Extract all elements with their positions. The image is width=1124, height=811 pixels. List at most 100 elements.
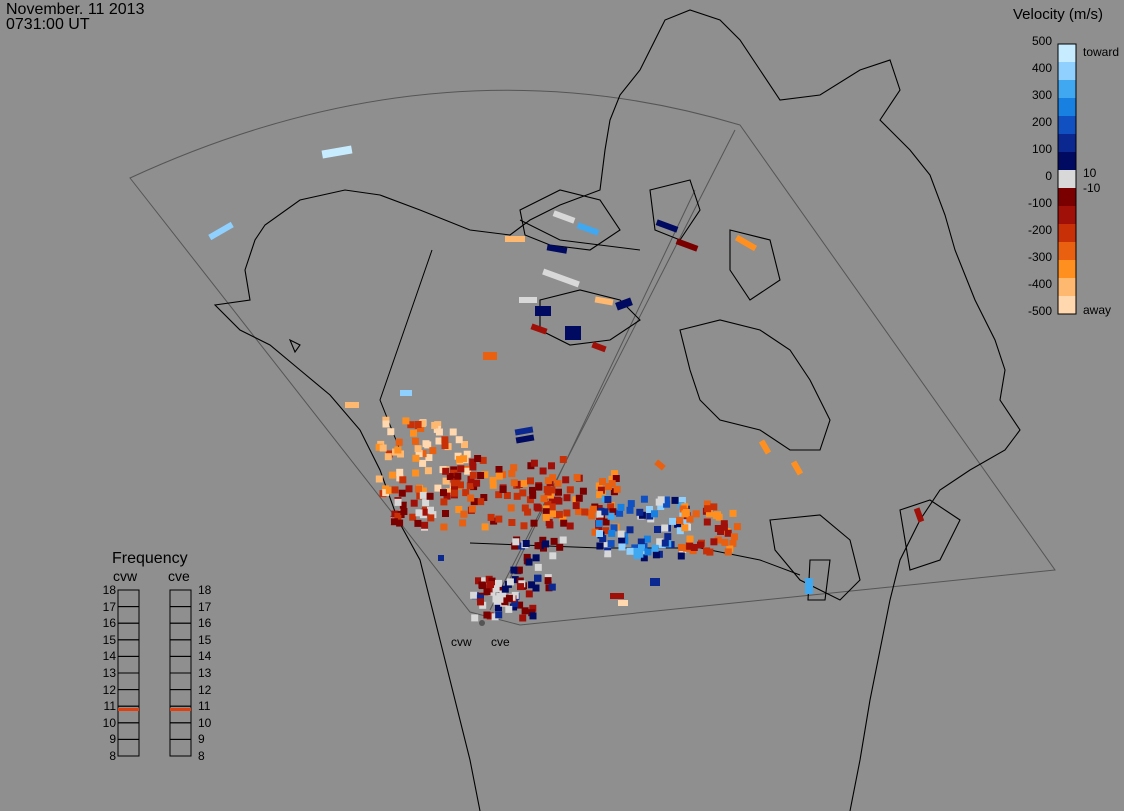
velocity-cell (517, 583, 524, 591)
velocity-cell (530, 459, 538, 467)
velocity-cell (599, 535, 607, 543)
velocity-cell (435, 428, 443, 436)
velocity-cell (400, 390, 412, 396)
velocity-cell (208, 221, 234, 241)
colorbar-swatch (1058, 188, 1076, 207)
frequency-cell (169, 622, 192, 641)
velocity-cell (534, 563, 542, 571)
velocity-cell (555, 488, 562, 496)
velocity-cell (426, 492, 434, 500)
velocity-cell (548, 486, 556, 494)
frequency-scale-label: 9 (109, 732, 116, 747)
velocity-cell (456, 455, 463, 463)
velocity-cell (611, 470, 618, 478)
velocity-cell (520, 522, 528, 530)
velocity-cell (434, 484, 442, 492)
velocity-cell (636, 508, 644, 516)
time-label: 0731:00 UT (6, 16, 90, 33)
velocity-cell (703, 547, 711, 555)
velocity-cell (474, 455, 482, 462)
velocity-cell (616, 509, 624, 517)
colorbar-away-label: away (1083, 303, 1112, 317)
velocity-cell (657, 496, 665, 504)
velocity-cell (442, 510, 449, 517)
coastlines (213, 9, 1021, 811)
frequency-cell (169, 738, 192, 757)
velocity-cell (375, 443, 383, 451)
field-of-view-outline (129, 89, 1056, 626)
frequency-cell (169, 689, 192, 707)
velocity-cell (441, 436, 449, 444)
radar-label-cve: cve (491, 635, 510, 649)
velocity-cell (529, 491, 537, 499)
velocity-cell (463, 450, 471, 458)
radar-site-cvw (479, 620, 485, 626)
colorbar-swatch (1058, 98, 1076, 117)
velocity-cell (510, 464, 518, 472)
velocity-cell (467, 494, 475, 502)
velocity-cell (565, 326, 581, 340)
velocity-cell (604, 483, 612, 490)
frequency-cell (117, 672, 140, 691)
velocity-cell (596, 510, 604, 518)
velocity-cell (390, 518, 398, 526)
frequency-cell (117, 722, 140, 740)
velocity-cell (607, 512, 615, 520)
velocity-cell (589, 505, 597, 513)
velocity-cell (544, 477, 552, 485)
velocity-cell (542, 268, 580, 288)
colorbar-swatch (1058, 224, 1076, 243)
velocity-cell (477, 472, 485, 479)
velocity-cell (462, 489, 470, 497)
velocity-cell (495, 491, 503, 499)
velocity-cell (604, 550, 612, 558)
velocity-cell (422, 440, 430, 448)
velocity-cell (431, 421, 439, 429)
velocity-cell (597, 486, 605, 494)
velocity-cell (671, 496, 679, 504)
colorbar-swatch (1058, 206, 1076, 225)
velocity-cell (513, 492, 521, 500)
velocity-cell (522, 540, 530, 547)
velocity-cell (405, 485, 413, 493)
velocity-cell (608, 480, 616, 488)
frequency-scale-label: 8 (198, 749, 205, 763)
velocity-cell (512, 538, 520, 546)
frequency-cve-label: cve (168, 568, 190, 584)
colorbar-tick-label: 0 (1045, 169, 1052, 183)
velocity-cell (410, 499, 418, 507)
velocity-cell (396, 468, 404, 476)
velocity-cell (440, 489, 447, 497)
velocity-cell (675, 238, 699, 252)
velocity-cell (591, 341, 607, 353)
velocity-cell (654, 459, 666, 471)
colorbar-swatch (1058, 44, 1076, 63)
velocity-cell (476, 594, 484, 602)
velocity-cell (507, 504, 515, 512)
radar-label-cvw: cvw (451, 635, 472, 649)
velocity-cell (525, 590, 533, 598)
velocity-cell (637, 538, 645, 546)
velocity-cell (483, 352, 497, 360)
velocity-cell (562, 476, 570, 484)
velocity-cell (382, 420, 390, 428)
velocity-cell (581, 508, 589, 516)
velocity-cell (539, 536, 547, 544)
velocity-cell (692, 510, 700, 518)
velocity-cell (652, 551, 660, 559)
colorbar-tick-label: -300 (1027, 250, 1052, 264)
velocity-cell (479, 456, 487, 464)
velocity-cell (609, 508, 617, 516)
velocity-cell (805, 578, 813, 594)
velocity-cell (532, 584, 540, 592)
velocity-cell (529, 604, 537, 612)
velocity-cell (399, 501, 407, 509)
velocity-cell (483, 588, 491, 596)
frequency-scale-label: 17 (198, 599, 212, 614)
velocity-cell (579, 487, 587, 495)
velocity-cell (424, 467, 432, 475)
velocity-cell (721, 538, 729, 546)
velocity-cell (394, 446, 402, 454)
velocity-cell (697, 541, 704, 549)
